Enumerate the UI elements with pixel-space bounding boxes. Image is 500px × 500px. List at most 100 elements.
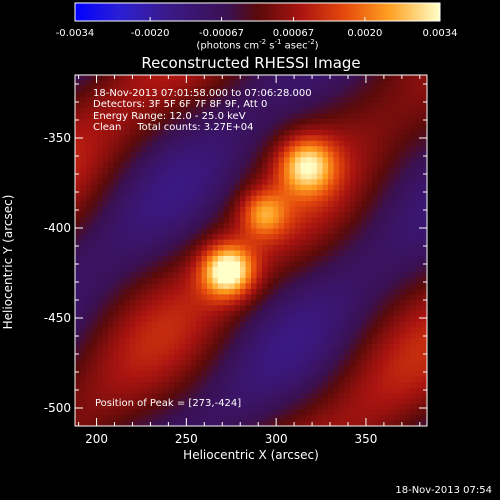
heatmap-cell: [399, 85, 406, 92]
heatmap-cell: [311, 91, 318, 98]
heatmap-cell: [157, 157, 164, 164]
heatmap-cell: [174, 420, 180, 427]
heatmap-cell: [157, 393, 164, 399]
heatmap-cell: [97, 168, 103, 175]
heatmap-cell: [306, 173, 312, 180]
heatmap-cell: [130, 310, 136, 317]
heatmap-cell: [267, 316, 274, 323]
heatmap-cell: [80, 201, 87, 208]
heatmap-cell: [416, 332, 422, 339]
heatmap-cell: [185, 338, 191, 345]
heatmap-cell: [322, 343, 329, 350]
heatmap-cell: [201, 288, 208, 295]
heatmap-cell: [317, 321, 323, 328]
heatmap-cell: [251, 228, 257, 235]
heatmap-cell: [295, 206, 301, 213]
heatmap-cell: [185, 371, 191, 378]
heatmap-cell: [113, 91, 120, 98]
heatmap-cell: [399, 354, 406, 361]
heatmap-cell: [289, 321, 296, 328]
heatmap-cell: [410, 157, 417, 164]
heatmap-cell: [416, 371, 422, 378]
heatmap-cell: [245, 420, 252, 427]
heatmap-cell: [273, 135, 279, 142]
heatmap-cell: [201, 261, 208, 268]
heatmap-cell: [229, 354, 235, 361]
heatmap-cell: [278, 404, 285, 410]
heatmap-cell: [190, 162, 197, 169]
heatmap-cell: [372, 102, 378, 109]
heatmap-cell: [388, 316, 395, 323]
heatmap-cell: [410, 85, 417, 92]
heatmap-cell: [355, 398, 362, 405]
heatmap-cell: [86, 393, 92, 399]
heatmap-cell: [350, 151, 356, 158]
heatmap-cell: [245, 157, 252, 164]
heatmap-cell: [212, 184, 219, 191]
heatmap-cell: [322, 321, 329, 328]
heatmap-cell: [361, 316, 367, 323]
heatmap-cell: [97, 371, 103, 378]
heatmap-cell: [102, 179, 109, 186]
heatmap-cell: [350, 261, 356, 268]
heatmap-cell: [388, 113, 395, 120]
heatmap-cell: [306, 91, 312, 98]
heatmap-cell: [240, 338, 246, 345]
heatmap-cell: [295, 85, 301, 92]
heatmap-cell: [141, 190, 147, 197]
heatmap-cell: [388, 102, 395, 109]
heatmap-cell: [157, 365, 164, 372]
heatmap-cell: [218, 266, 224, 273]
heatmap-cell: [146, 245, 153, 251]
heatmap-cell: [207, 228, 213, 235]
heatmap-cell: [344, 190, 351, 197]
heatmap-cell: [416, 376, 422, 383]
heatmap-cell: [212, 371, 219, 378]
heatmap-cell: [174, 190, 180, 197]
heatmap-cell: [212, 354, 219, 361]
heatmap-cell: [383, 201, 389, 208]
heatmap-cell: [185, 217, 191, 224]
heatmap-cell: [311, 277, 318, 284]
heatmap-cell: [284, 294, 290, 301]
heatmap-cell: [234, 135, 241, 142]
heatmap-cell: [295, 283, 301, 290]
heatmap-cell: [251, 321, 257, 328]
heatmap-cell: [405, 212, 411, 218]
heatmap-cell: [113, 255, 120, 262]
heatmap-cell: [300, 327, 307, 334]
heatmap-cell: [201, 157, 208, 164]
heatmap-cell: [410, 223, 417, 229]
heatmap-cell: [300, 157, 307, 164]
heatmap-cell: [289, 85, 296, 92]
heatmap-cell: [146, 371, 153, 378]
heatmap-cell: [372, 365, 378, 372]
heatmap-cell: [295, 96, 301, 103]
heatmap-cell: [168, 321, 175, 328]
heatmap-cell: [344, 135, 351, 142]
heatmap-cell: [201, 376, 208, 383]
heatmap-cell: [350, 80, 356, 87]
heatmap-cell: [135, 245, 142, 251]
heatmap-cell: [267, 190, 274, 197]
heatmap-cell: [300, 91, 307, 98]
heatmap-cell: [245, 299, 252, 306]
heatmap-cell: [152, 195, 158, 202]
heatmap-cell: [350, 190, 356, 197]
heatmap-cell: [130, 250, 136, 257]
heatmap-cell: [240, 266, 246, 273]
heatmap-cell: [119, 124, 125, 131]
heatmap-cell: [119, 146, 125, 153]
heatmap-cell: [295, 223, 301, 229]
heatmap-cell: [80, 135, 87, 142]
heatmap-cell: [377, 310, 384, 317]
heatmap-cell: [333, 321, 340, 328]
heatmap-cell: [278, 255, 285, 262]
heatmap-cell: [273, 272, 279, 279]
heatmap-cell: [262, 129, 268, 136]
heatmap-cell: [75, 190, 81, 197]
heatmap-cell: [113, 261, 120, 268]
heatmap-cell: [394, 288, 400, 295]
heatmap-cell: [328, 206, 334, 213]
heatmap-cell: [168, 294, 175, 301]
